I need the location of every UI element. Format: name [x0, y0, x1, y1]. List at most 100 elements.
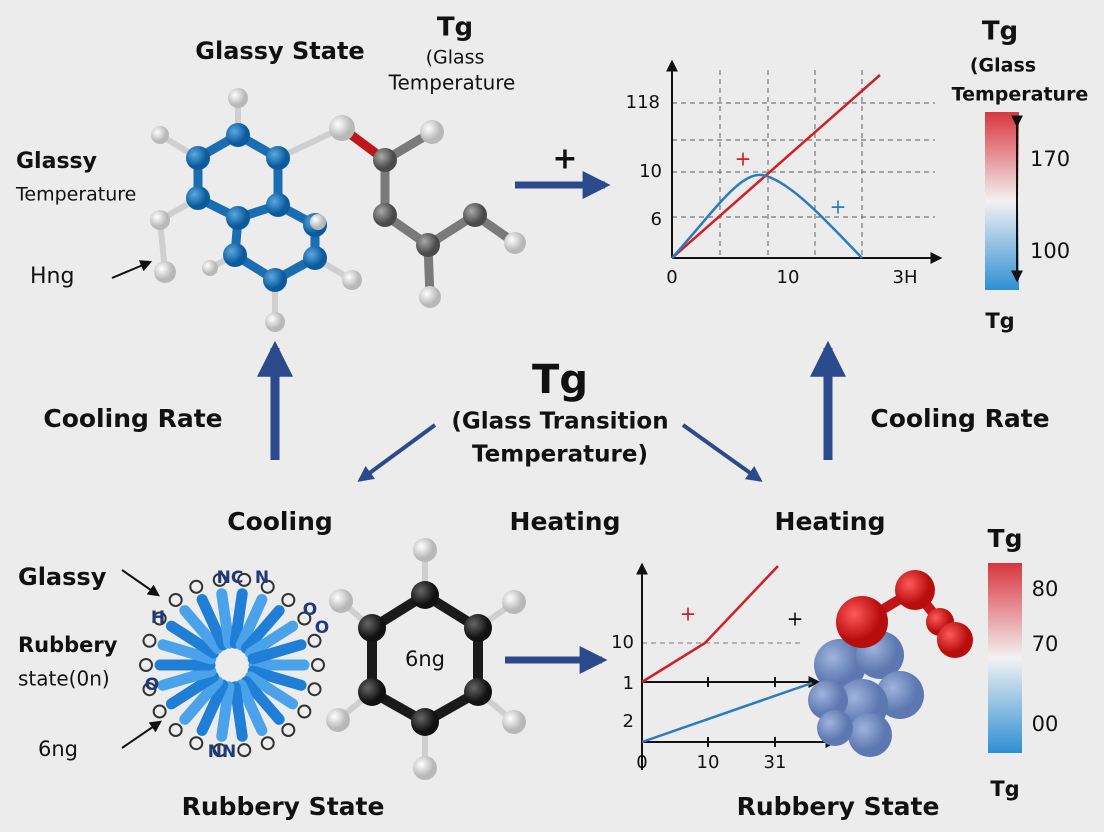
molecule-part-part — [463, 203, 487, 227]
label: Temperature — [952, 84, 1089, 106]
atom-label: H — [151, 608, 165, 628]
molecule-part-part — [416, 233, 440, 257]
molecule-part-part — [419, 286, 441, 308]
y-tick-label: 118 — [626, 92, 660, 113]
x-tick-label: 10 — [777, 267, 800, 288]
molecule-part — [150, 88, 526, 332]
molecule-part-part — [358, 678, 386, 706]
molecule-part-part — [373, 148, 397, 172]
micelle-part — [196, 679, 229, 736]
molecule-part-part — [413, 756, 437, 780]
micelle-part — [281, 593, 296, 608]
molecule-part-part — [937, 622, 973, 658]
colorbar-tick: 170 — [1030, 147, 1070, 171]
arrow — [357, 423, 437, 482]
label: Heating — [775, 507, 886, 536]
center-label: (Glass Transition — [451, 409, 668, 435]
y-tick-label: 2 — [623, 711, 634, 732]
label: Cooling Rate — [870, 404, 1049, 433]
molecule-part-part — [504, 232, 526, 254]
label: Tg — [988, 524, 1023, 553]
micelle-part — [260, 579, 275, 594]
molecule-part-part — [329, 115, 355, 141]
molecule-part-part — [265, 312, 285, 332]
molecule-part — [358, 581, 492, 736]
micelle-part — [179, 605, 224, 654]
mini-chart-part — [641, 565, 779, 684]
molecule-part-part — [226, 206, 250, 230]
micelle-part — [216, 681, 235, 742]
micelle-part — [168, 722, 183, 737]
label: Temperature — [15, 184, 136, 206]
micelle-part — [240, 676, 285, 725]
micelle-part — [245, 620, 299, 659]
mini-chart-part — [671, 173, 863, 259]
molecule-part-part — [895, 570, 935, 610]
micelle-part — [157, 639, 217, 665]
molecule-part-part — [413, 538, 437, 562]
micelle-part — [237, 572, 252, 587]
x-tick-label: 10 — [697, 752, 720, 773]
molecule-part-part — [223, 243, 247, 267]
molecule-part-part — [502, 710, 526, 734]
micelle-part — [247, 639, 307, 665]
micelle-part — [216, 588, 235, 649]
molecule — [808, 570, 973, 757]
molecule-part-part — [151, 126, 169, 144]
molecule-part-part — [848, 713, 892, 757]
micelle — [139, 572, 325, 758]
molecule-part-part — [202, 260, 218, 276]
molecule-part — [193, 130, 320, 285]
micelle-part — [189, 736, 204, 751]
molecule-part — [380, 127, 520, 302]
atom-label: NN — [208, 742, 236, 762]
molecule-part-part — [310, 214, 326, 230]
molecule — [326, 538, 526, 780]
micelle-part — [196, 594, 229, 651]
label: Tg — [982, 17, 1018, 47]
micelle-part — [281, 722, 296, 737]
arrow — [681, 423, 763, 482]
atom-label: O — [145, 675, 159, 695]
label: Rubbery — [18, 633, 118, 657]
micelle-part — [297, 611, 312, 626]
micelle-part — [235, 594, 268, 651]
molecule-part-part — [817, 710, 853, 746]
molecule-part-part — [342, 270, 362, 290]
molecule-part-part — [326, 708, 350, 732]
y-tick-label: 10 — [639, 161, 662, 182]
x-tick-label: 3H — [893, 267, 918, 288]
colorbar — [988, 563, 1022, 753]
molecule-part-part — [808, 680, 848, 720]
molecule-part-part — [329, 589, 353, 613]
molecule-part — [808, 631, 924, 757]
micelle-part — [311, 658, 325, 672]
micelle-part — [142, 633, 157, 648]
label: (Glass — [426, 47, 485, 69]
molecule-part — [186, 123, 327, 292]
molecule-part-part — [358, 614, 386, 642]
x-tick-label: 31 — [764, 752, 787, 773]
mini-chart: 10 1 2 0 10 31 + + — [611, 562, 838, 773]
mini-chart-part — [671, 74, 881, 259]
molecule-part-part — [373, 203, 397, 227]
molecule-part-part — [464, 678, 492, 706]
label: Hng — [30, 264, 74, 289]
diagram-part: NC N NN H O O O — [145, 568, 329, 762]
molecule-part-part — [876, 671, 924, 719]
micelle-part — [212, 743, 227, 758]
mini-chart: 118 10 6 0 10 3H + + — [626, 59, 943, 288]
center-label: Temperature) — [472, 442, 648, 468]
molecule-label: 6ng — [405, 647, 445, 671]
label: Glassy — [16, 149, 97, 174]
molecule-part-part — [814, 639, 866, 691]
molecule-part — [836, 570, 973, 658]
pointer — [121, 569, 160, 597]
micelle-part — [229, 588, 248, 649]
micelle-part — [139, 658, 153, 672]
arrow-label: + — [552, 142, 577, 177]
micelle-part — [179, 676, 224, 725]
micelle-part — [229, 681, 248, 742]
molecule-part-part — [263, 268, 287, 292]
